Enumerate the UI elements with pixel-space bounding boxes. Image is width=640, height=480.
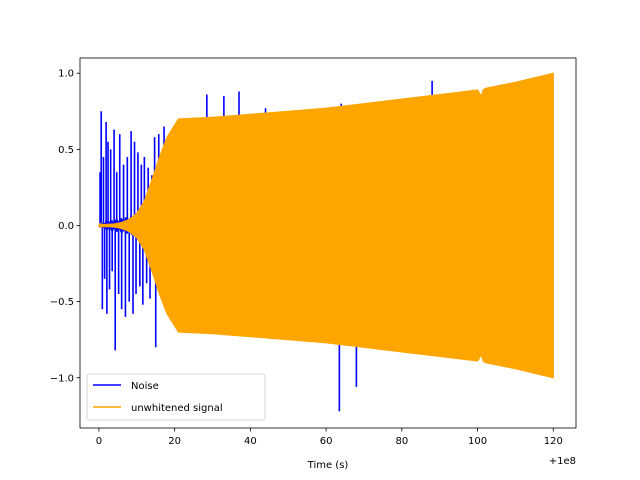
legend-box xyxy=(86,373,266,421)
x-tick-label-4: 80 xyxy=(395,436,408,447)
series-unwhitened-signal xyxy=(98,72,554,379)
legend: Noise unwhitened signal xyxy=(86,373,266,421)
x-axis-offset-label: +1e8 xyxy=(549,456,576,467)
x-axis-label: Time (s) xyxy=(307,460,349,471)
y-tick-label-3: 0.5 xyxy=(58,145,74,156)
x-tick-label-3: 60 xyxy=(320,436,333,447)
y-tick-label-1: −0.5 xyxy=(50,297,74,308)
y-tick-label-2: 0.0 xyxy=(58,221,74,232)
series-unwhitened-signal-line xyxy=(98,179,154,272)
legend-label-unwhitened-signal: unwhitened signal xyxy=(131,403,223,414)
x-tick-label-1: 20 xyxy=(168,436,181,447)
x-axis-ticks: 0 20 40 60 80 100 120 xyxy=(96,428,563,447)
plot-frame xyxy=(79,57,577,429)
y-tick-label-4: 1.0 xyxy=(58,69,74,80)
series-unwhitened-signal-band xyxy=(98,72,554,379)
x-tick-label-0: 0 xyxy=(96,436,102,447)
legend-label-noise: Noise xyxy=(131,381,159,392)
x-tick-label-5: 100 xyxy=(468,436,487,447)
y-tick-label-0: −1.0 xyxy=(50,373,74,384)
x-tick-label-6: 120 xyxy=(544,436,563,447)
y-axis-ticks: −1.0 −0.5 0.0 0.5 1.0 xyxy=(50,69,80,384)
series-layer xyxy=(98,72,554,412)
x-tick-label-2: 40 xyxy=(244,436,257,447)
